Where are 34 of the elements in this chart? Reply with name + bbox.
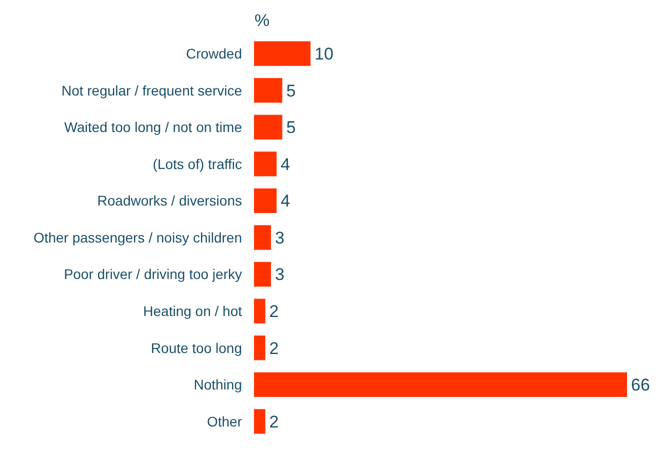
y-tick-label: Roadworks / diversions bbox=[97, 192, 242, 209]
y-tick-label: Nothing bbox=[194, 376, 242, 393]
y-tick-label: Other bbox=[206, 413, 242, 430]
data-label: 5 bbox=[286, 118, 296, 138]
y-tick-label: Route too long bbox=[150, 340, 242, 356]
y-tick-label: Crowded bbox=[186, 45, 242, 62]
bar bbox=[254, 41, 311, 66]
bar bbox=[254, 152, 277, 176]
bar bbox=[254, 372, 627, 397]
data-label: 2 bbox=[269, 412, 279, 432]
bar bbox=[254, 409, 266, 434]
data-label: 66 bbox=[631, 376, 650, 395]
data-label: 3 bbox=[274, 265, 284, 284]
data-label: 4 bbox=[280, 192, 290, 211]
data-label: 4 bbox=[280, 154, 290, 174]
data-label: 3 bbox=[274, 228, 284, 248]
y-tick-label: Not regular / frequent service bbox=[61, 82, 242, 98]
y-tick-label: Poor driver / driving too jerky bbox=[64, 266, 242, 282]
data-label: 2 bbox=[269, 338, 279, 358]
data-label: 2 bbox=[269, 302, 279, 322]
data-label: 10 bbox=[314, 44, 334, 64]
bar bbox=[254, 188, 277, 214]
y-tick-label: Heating on / hot bbox=[143, 302, 242, 319]
bar bbox=[254, 298, 266, 324]
y-tick-label: Other passengers / noisy children bbox=[33, 229, 242, 246]
bar bbox=[254, 114, 282, 140]
x-axis-title: % bbox=[254, 11, 270, 30]
bar bbox=[254, 78, 282, 103]
bar bbox=[254, 336, 266, 360]
y-tick-label: Waited too long / not on time bbox=[64, 119, 242, 136]
data-label: 5 bbox=[286, 81, 296, 100]
bar bbox=[254, 262, 271, 287]
bar bbox=[254, 225, 271, 250]
y-tick-label: (Lots of) traffic bbox=[152, 156, 242, 172]
